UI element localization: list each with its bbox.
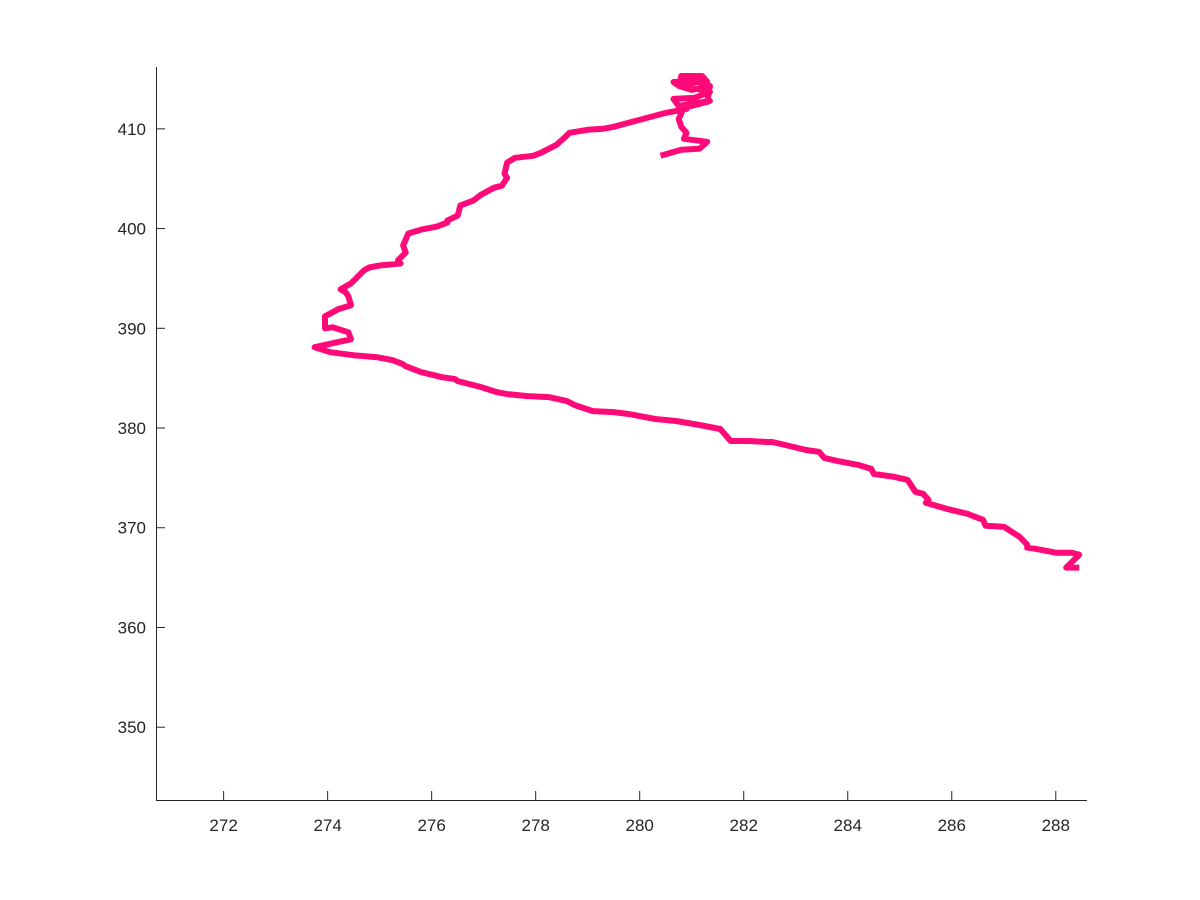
x-tick-label: 288 xyxy=(1042,816,1070,835)
x-axis-ticks: 272 274 276 278 280 282 284 286 288 xyxy=(209,791,1070,835)
series-layer xyxy=(311,73,1083,571)
x-tick-label: 280 xyxy=(626,816,654,835)
x-tick-label: 276 xyxy=(417,816,445,835)
x-tick-label: 278 xyxy=(521,816,549,835)
series-line xyxy=(311,73,1083,571)
x-tick-label: 272 xyxy=(209,816,237,835)
y-tick-label: 380 xyxy=(118,419,146,438)
y-axis-ticks: 350 360 370 380 390 400 410 xyxy=(118,120,165,737)
y-tick-label: 390 xyxy=(118,319,146,338)
y-tick-label: 360 xyxy=(118,618,146,637)
x-tick-label: 282 xyxy=(730,816,758,835)
y-tick-label: 400 xyxy=(118,220,146,239)
y-tick-label: 350 xyxy=(118,718,146,737)
x-tick-label: 284 xyxy=(834,816,862,835)
y-tick-label: 370 xyxy=(118,519,146,538)
x-tick-label: 286 xyxy=(938,816,966,835)
x-tick-label: 274 xyxy=(313,816,341,835)
y-tick-label: 410 xyxy=(118,120,146,139)
